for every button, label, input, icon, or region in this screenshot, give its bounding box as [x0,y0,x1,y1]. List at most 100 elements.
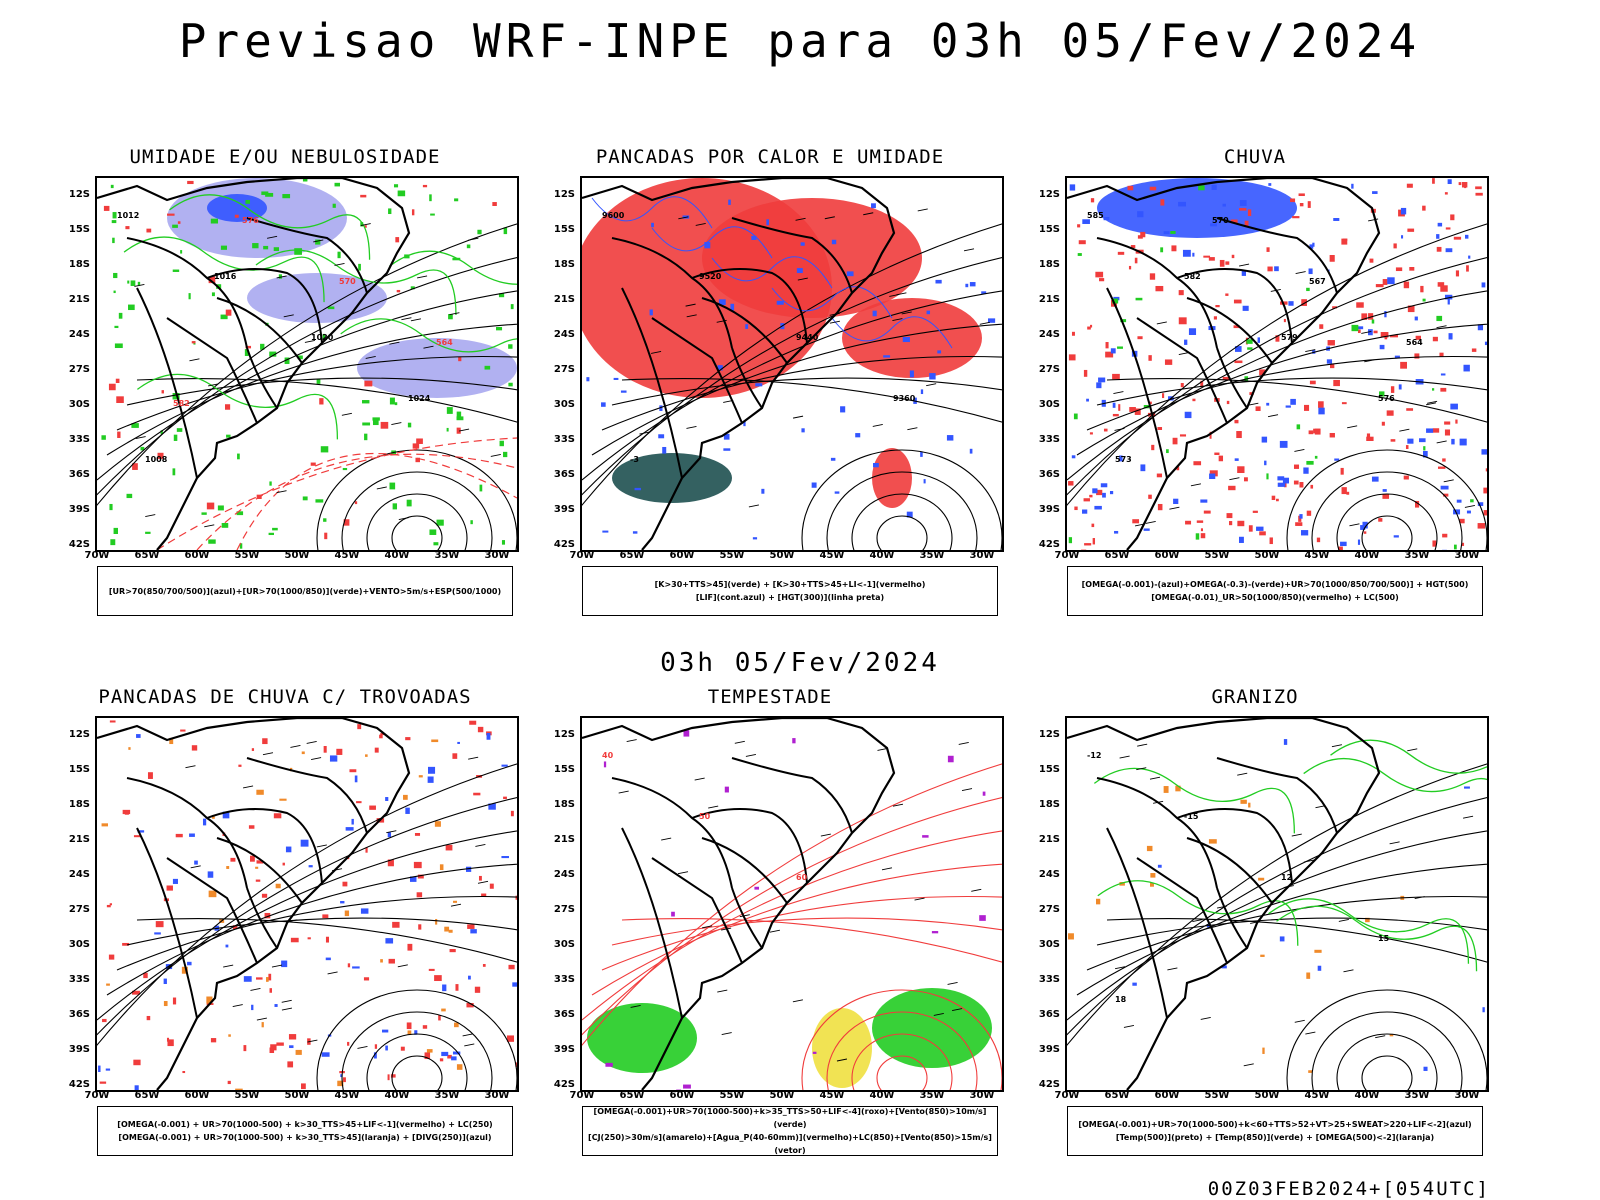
red-speck [1225,261,1230,265]
red-speck [400,1046,405,1051]
red-speck [1130,245,1136,248]
red-speck [1225,293,1229,296]
red-speck [1112,373,1120,380]
map-area: 1012 1016 1020 1024 1008 576 570 564 582 [95,176,519,552]
green-speck [456,411,462,419]
wind-vector [1178,352,1189,356]
red-speck [191,745,198,751]
latitude-tick-label: 18S [68,799,90,810]
red-speck [230,857,236,862]
latitude-tick-label: 12S [68,729,90,740]
blue-speck [745,324,749,329]
wind-vector [1248,402,1259,406]
green-speck [484,365,491,370]
latitude-tick-label: 15S [553,764,575,775]
longitude-tick-label: 30W [484,1090,510,1101]
wind-vector [881,867,893,871]
red-speck [1148,494,1152,499]
isoline [1067,796,1487,1036]
green-speck [342,467,348,471]
contour-value-label: 40 [602,751,614,760]
red-speck [210,1038,217,1043]
red-speck [1226,513,1233,519]
low-center-isoline [341,471,493,550]
country-border [731,347,763,409]
blue-speck [1277,476,1285,481]
wind-vector [1243,1063,1254,1067]
green-speck [389,482,396,490]
red-speck [1248,525,1253,532]
blue-speck [1114,530,1119,534]
red-speck [1295,522,1303,526]
wind-vector [232,1004,243,1008]
green-speck [372,417,380,421]
latitude-tick-label: 24S [1038,869,1060,880]
blue-speck [1268,183,1272,186]
purple-speck [922,835,929,838]
red-speck [1259,531,1266,536]
red-speck [356,801,362,804]
country-border [731,757,853,834]
wind-vector [490,453,501,457]
blue-speck [1086,398,1089,402]
wind-vector [1200,1017,1211,1020]
country-border [651,857,743,964]
wind-vector [695,223,706,226]
longitude-tick-label: 40W [384,550,410,561]
green-speck [208,539,216,544]
green-speck [337,251,341,259]
red-speck [161,390,164,394]
model-run-label: 00Z03FEB2024+[054UTC] [1207,1178,1490,1200]
wind-vector [1145,520,1156,524]
wind-vector [1190,483,1202,487]
latitude-tick-label: 21S [553,834,575,845]
contour-value-label: 1020 [311,333,334,342]
isoline [1067,290,1487,481]
green-speck [278,274,282,279]
green-speck [1306,460,1314,465]
red-speck [1299,202,1304,207]
red-speck [1338,546,1343,550]
blue-speck [1371,476,1379,482]
wind-vector [304,340,315,343]
blue-speck [601,402,606,407]
green-speck [237,453,240,460]
blue-speck [486,733,491,740]
longitude-tick-label: 55W [1204,550,1230,561]
green-speck [126,493,133,499]
red-speck [1466,265,1469,272]
red-speck [1432,540,1437,547]
wind-vector [401,317,412,321]
blue-speck [1444,294,1453,300]
orange-speck [407,1030,412,1035]
blue-speck [1188,328,1197,336]
red-speck [416,892,423,898]
red-speck [1375,284,1384,288]
wind-vector [267,235,278,239]
latitude-tick-label: 27S [1038,364,1060,375]
longitude-tick-label: 40W [1354,550,1380,561]
low-center-isoline [316,989,517,1090]
green-speck [510,304,514,310]
red-speck [1209,431,1212,439]
red-speck [1137,235,1143,239]
red-speck [390,1074,396,1078]
green-speck [1195,533,1200,540]
contour-value-label: 564 [1406,338,1423,347]
blue-speck [926,310,931,315]
green-contour [1276,905,1478,972]
red-speck [143,972,148,979]
wind-vector [1114,428,1125,431]
longitude-tick-label: 60W [1154,550,1180,561]
coastline [97,718,411,1090]
green-speck [252,243,259,249]
blue-speck [385,1045,388,1051]
red-speck [243,1045,247,1052]
orange-speck [441,1008,446,1012]
wind-vector [1192,919,1203,923]
country-border [166,317,258,424]
wind-vector [357,1045,368,1049]
red-speck [365,847,368,853]
longitude-tick-label: 65W [134,1090,160,1101]
country-border [246,347,278,409]
